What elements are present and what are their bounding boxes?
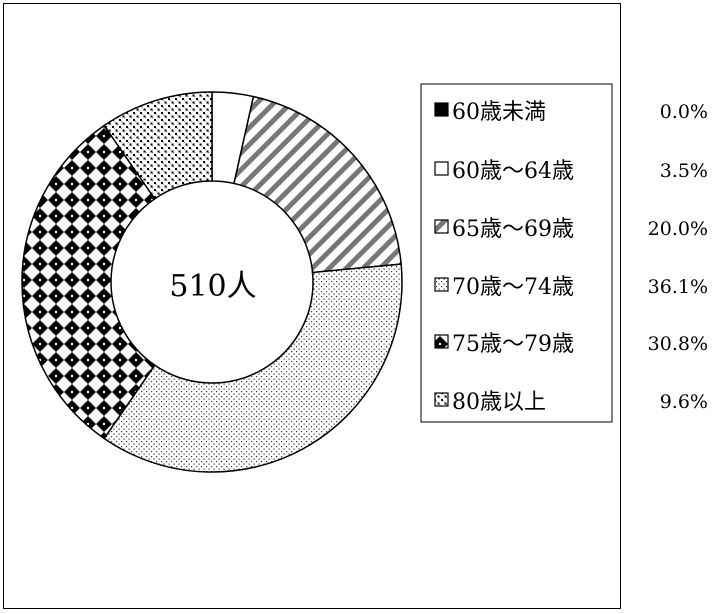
- legend-label: 75歳～79歳: [452, 332, 574, 357]
- value-labels: 0.0% 3.5% 20.0% 36.1% 30.8% 9.6%: [648, 101, 708, 413]
- value-label: 30.8%: [648, 333, 708, 355]
- donut-slices: [21, 91, 403, 473]
- legend-label: 60歳未満: [452, 100, 546, 125]
- legend: 60歳未満 60歳～64歳 65歳～69歳 70歳～74歳 75歳～79歳 80歳以上: [434, 100, 574, 415]
- legend-swatch: [434, 102, 449, 117]
- legend-label: 65歳～69歳: [452, 217, 574, 242]
- legend-swatch: [434, 334, 449, 349]
- legend-label: 80歳以上: [452, 390, 546, 415]
- value-label: 36.1%: [648, 276, 708, 298]
- donut-slice: [103, 91, 213, 200]
- legend-swatch: [434, 219, 449, 234]
- legend-label: 60歳～64歳: [452, 159, 574, 184]
- donut-slice: [103, 263, 403, 473]
- value-label: 9.6%: [660, 391, 708, 413]
- legend-swatch: [434, 277, 449, 292]
- legend-swatch: [434, 392, 449, 407]
- legend-box: [420, 83, 613, 423]
- legend-label: 70歳～74歳: [452, 275, 574, 300]
- center-total-label: 510人: [169, 269, 256, 304]
- value-label: 20.0%: [648, 218, 708, 240]
- donut-slice: [233, 95, 402, 274]
- value-label: 0.0%: [660, 101, 708, 123]
- value-label: 3.5%: [660, 160, 708, 182]
- donut-slice: [21, 124, 156, 440]
- legend-swatch: [434, 161, 449, 176]
